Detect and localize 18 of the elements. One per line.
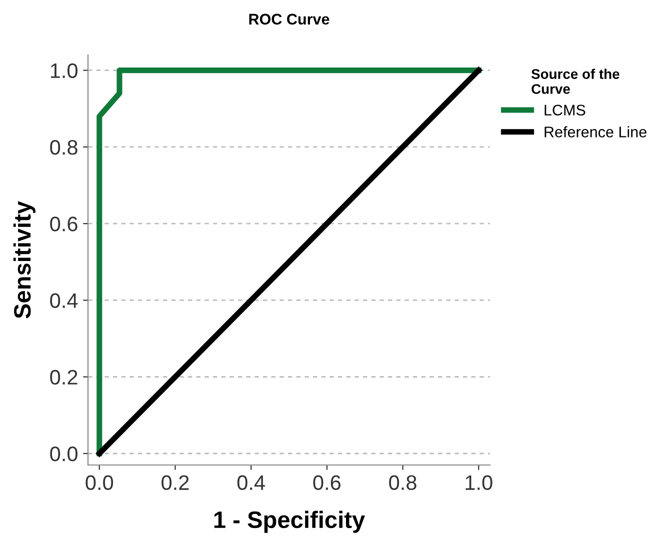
chart-title: ROC Curve	[249, 14, 330, 25]
x-tick-label: 0.2	[162, 475, 189, 490]
y-tick-label: 0.0	[50, 446, 78, 462]
legend-label: Reference Line	[544, 126, 646, 138]
legend-title: Source of the Curve	[531, 68, 620, 94]
y-tick-label: 0.2	[50, 370, 78, 385]
x-tick-label: 1.0	[466, 475, 492, 490]
y-tick-label: 1.0	[50, 63, 78, 78]
y-tick-label: 0.4	[50, 293, 78, 308]
x-tick-label: 0.0	[86, 475, 114, 490]
x-tick-label: 0.6	[313, 475, 340, 490]
y-tick-label: 0.6	[50, 216, 78, 232]
y-axis-title: Sensitivity	[13, 201, 36, 318]
x-tick-label: 0.4	[237, 475, 265, 490]
x-axis-title: 1 - Specificity	[214, 510, 365, 533]
legend-label: LCMS	[544, 104, 586, 116]
y-tick-label: 0.8	[50, 140, 78, 155]
x-tick-label: 0.8	[389, 475, 416, 490]
